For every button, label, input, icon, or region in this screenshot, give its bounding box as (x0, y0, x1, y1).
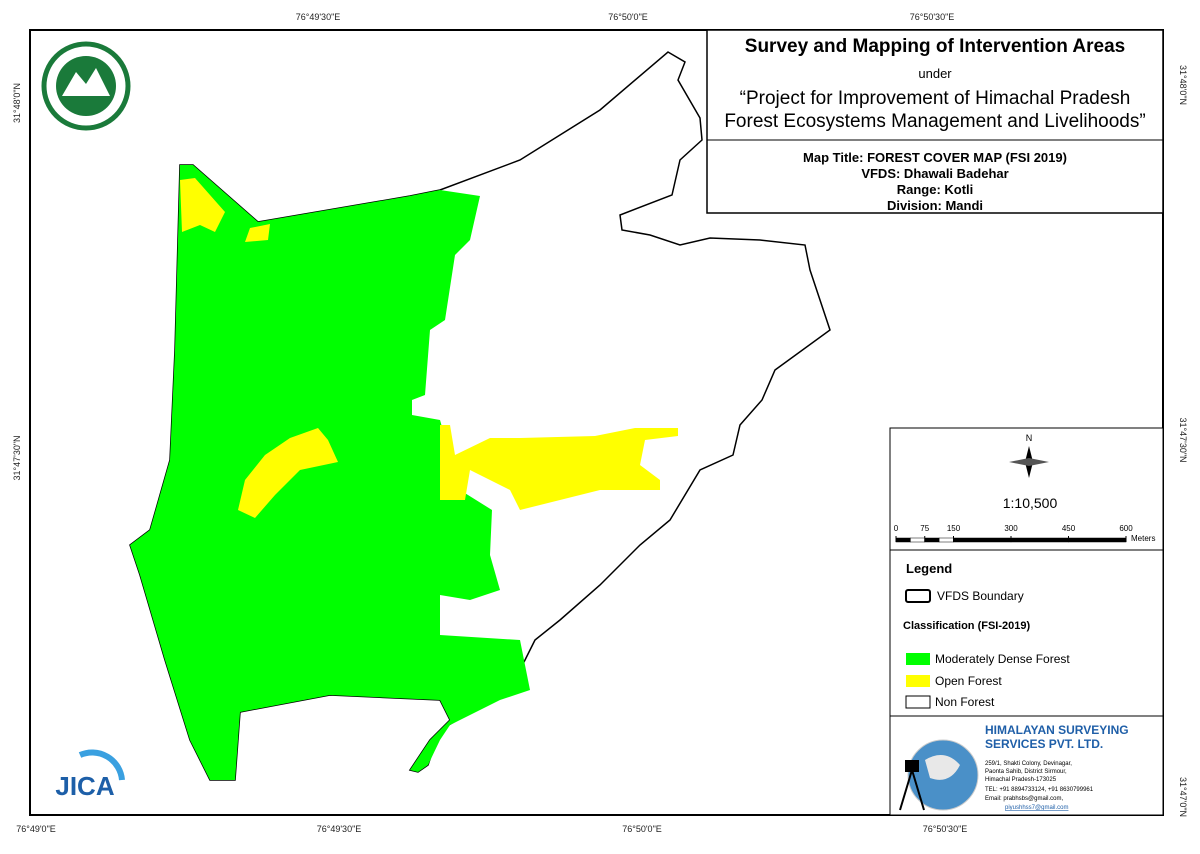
graticule-label: 76°50'0"E (622, 824, 662, 834)
graticule-label: 31°47'0"N (1178, 777, 1188, 817)
scale-segment (1010, 537, 1069, 543)
open-forest (180, 178, 225, 232)
address-line: piyushhss7@gmail.com (1005, 805, 1068, 811)
jica-text: JICA (55, 771, 114, 801)
tripod (911, 769, 925, 811)
address-line: Himachal Pradesh-173025 (985, 777, 1057, 783)
logo-mountains (62, 68, 110, 96)
company-name: HIMALAYAN SURVEYING (985, 723, 1129, 737)
legend-label: VFDS Boundary (937, 589, 1024, 603)
address-line: TEL: +91 8894733124, +91 8630799961 (985, 787, 1094, 793)
address-line: Paonta Sahib, District Sirmour, (985, 769, 1067, 775)
jica-logo: JICA (55, 749, 125, 801)
open-forest (245, 224, 270, 242)
project-line: Forest Ecosystems Management and Livelih… (724, 111, 1145, 132)
map-title: Map Title: FOREST COVER MAP (FSI 2019) (803, 150, 1067, 165)
vfds: VFDS: Dhawali Badehar (861, 166, 1008, 181)
legend-label: Moderately Dense Forest (935, 652, 1070, 666)
range: Range: Kotli (897, 182, 974, 197)
hp-forest-logo (41, 41, 131, 131)
instrument (905, 760, 919, 772)
graticule-label: 76°49'30"E (296, 12, 341, 22)
address-line: 259/1, Shakti Colony, Devinagar, (985, 761, 1072, 767)
graticule: 76°49'30"E 76°50'0"E 76°50'30"E 76°49'0"… (12, 12, 1188, 834)
legend-swatch (906, 675, 930, 687)
north-label: N (1026, 433, 1033, 443)
graticule-label: 76°50'30"E (923, 824, 968, 834)
address-line: Email: prabhsbs@gmail.com, (985, 796, 1063, 802)
legend-title: Legend (906, 561, 952, 576)
legend-swatch (905, 589, 931, 603)
scale-segment (924, 537, 940, 543)
scale-text: 1:10,500 (1003, 495, 1058, 511)
scale-tick-label: 75 (920, 524, 929, 533)
under: under (918, 66, 952, 81)
legend-panel: N 1:10,500 Meters Legend VFDS Boundary C… (889, 427, 1164, 816)
scale-tick-label: 0 (894, 524, 899, 533)
division: Division: Mandi (887, 198, 983, 213)
graticule-label: 31°47'30"N (12, 435, 22, 480)
scale-segment (1068, 537, 1127, 543)
graticule-label: 76°49'30"E (317, 824, 362, 834)
jica-arc (78, 749, 125, 781)
moderately-dense-forest (130, 165, 530, 780)
company-name: SERVICES PVT. LTD. (985, 737, 1103, 751)
graticule-label: 76°50'0"E (608, 12, 648, 22)
legend-subtitle: Classification (FSI-2019) (903, 620, 1030, 632)
scale-segment (938, 537, 954, 543)
legend-label: Non Forest (935, 695, 995, 709)
title-block: Survey and Mapping of Intervention Areas… (706, 29, 1164, 214)
north-arrow (1009, 458, 1049, 466)
scale-tick-label: 600 (1119, 524, 1133, 533)
scale-segment (910, 537, 925, 543)
globe-land (925, 755, 960, 780)
graticule-label: 76°50'30"E (910, 12, 955, 22)
title-box (706, 29, 1164, 214)
project-line: “Project for Improvement of Himachal Pra… (740, 88, 1131, 109)
tripod (899, 769, 913, 811)
map-frame (29, 29, 1164, 816)
scale-segment (895, 537, 911, 543)
legend-swatch (905, 695, 931, 709)
scale-unit: Meters (1131, 534, 1155, 543)
open-forest (440, 425, 678, 510)
map-area (29, 29, 1164, 816)
scale-tick-label: 150 (947, 524, 961, 533)
title: Survey and Mapping of Intervention Areas (745, 36, 1125, 57)
open-forest (238, 428, 338, 518)
scale-tick-label: 450 (1062, 524, 1076, 533)
graticule-label: 31°47'30"N (1178, 417, 1188, 462)
legend-label: Open Forest (935, 674, 1002, 688)
graticule-label: 31°48'0"N (1178, 65, 1188, 105)
scale-tick-label: 300 (1004, 524, 1018, 533)
scale-segment (953, 537, 1012, 543)
graticule-label: 76°49'0"E (16, 824, 56, 834)
graticule-label: 31°48'0"N (12, 83, 22, 123)
legend-swatch (906, 653, 930, 665)
